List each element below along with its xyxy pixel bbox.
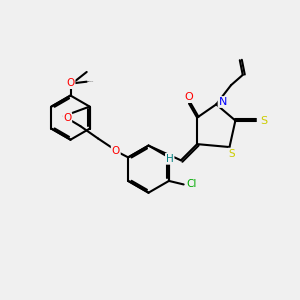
Text: O: O <box>184 92 194 102</box>
Text: methoxy: methoxy <box>87 81 94 82</box>
Text: H: H <box>166 154 174 164</box>
Text: O: O <box>63 113 71 123</box>
Text: Cl: Cl <box>187 179 197 190</box>
Text: O: O <box>112 146 120 156</box>
Text: S: S <box>260 116 267 126</box>
Text: S: S <box>229 148 235 158</box>
Text: O: O <box>66 78 75 88</box>
Text: N: N <box>218 97 227 107</box>
